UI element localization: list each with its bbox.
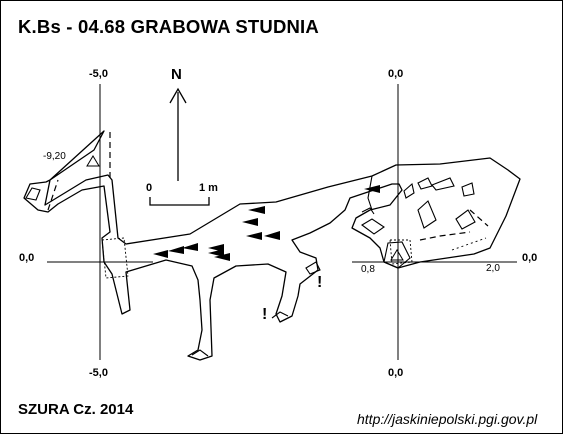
left-section-bottom-label: -5,0 <box>89 367 108 379</box>
depth-label-upper-left: -9,20 <box>43 151 66 162</box>
north-label: N <box>171 66 182 83</box>
author-credit: SZURA Cz. 2014 <box>18 401 134 418</box>
rock-bottom-2 <box>191 349 209 357</box>
scale-bar <box>149 197 210 206</box>
left-section-top-label: -5,0 <box>89 68 108 80</box>
sink-outline <box>383 241 411 269</box>
right-section-bottom-label: 0,0 <box>388 367 404 379</box>
right-section-side-label: 0,0 <box>522 252 538 264</box>
rock-1 <box>403 182 415 199</box>
rock-2 <box>417 177 433 190</box>
scale-label-zero: 0 <box>146 182 153 194</box>
rock-bottom <box>271 311 289 319</box>
depth-label-sink: 0,8 <box>361 264 375 275</box>
rock-5 <box>417 200 437 229</box>
rock-3 <box>431 177 455 191</box>
depth-label-right: 2,0 <box>486 263 500 274</box>
rock-9 <box>305 261 321 275</box>
section-axes <box>47 84 517 360</box>
dashed-lines <box>47 132 489 241</box>
left-section-side-label: 0,0 <box>19 252 35 264</box>
inner-features <box>25 175 476 357</box>
rock-4 <box>461 182 475 197</box>
rock-8 <box>361 207 375 215</box>
shaft-icon-left <box>86 155 100 167</box>
shaft-icon-right <box>390 249 404 261</box>
cave-outline <box>23 130 521 361</box>
rock-left <box>25 187 41 201</box>
shaft-symbols <box>86 155 404 261</box>
page-title: K.Bs - 04.68 GRABOWA STUDNIA <box>18 16 319 37</box>
hazard-mark-1: ! <box>317 274 323 291</box>
hazard-mark-2: ! <box>262 306 268 323</box>
rock-6 <box>455 209 476 230</box>
source-link[interactable]: http://jaskiniepolski.pgi.gov.pl <box>357 411 538 427</box>
rock-7 <box>361 218 385 235</box>
right-section-top-label: 0,0 <box>388 68 404 80</box>
hatched-bands <box>101 237 487 279</box>
flow-arrows <box>153 185 380 261</box>
scale-label-end: 1 m <box>199 182 218 194</box>
north-arrow <box>169 87 187 181</box>
